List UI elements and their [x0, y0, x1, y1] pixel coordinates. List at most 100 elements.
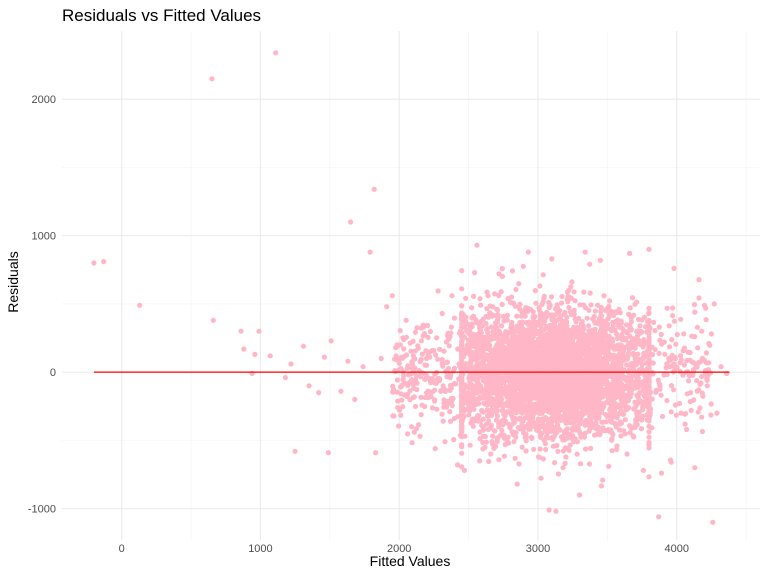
- data-point: [656, 350, 662, 356]
- data-point: [523, 359, 530, 365]
- data-point: [509, 333, 515, 339]
- data-point: [460, 347, 466, 354]
- data-point: [565, 446, 571, 452]
- data-point: [496, 292, 502, 299]
- data-point: [623, 322, 630, 328]
- data-point: [695, 409, 701, 415]
- data-point: [499, 338, 505, 344]
- data-point: [628, 373, 634, 379]
- data-point: [460, 387, 467, 393]
- data-point: [652, 346, 658, 353]
- data-point: [611, 402, 617, 408]
- data-point: [409, 424, 415, 430]
- data-point: [500, 377, 506, 383]
- data-point: [552, 424, 558, 431]
- data-point: [533, 300, 539, 306]
- data-point: [389, 293, 395, 299]
- data-point: [483, 439, 489, 445]
- data-point: [479, 422, 485, 429]
- data-point: [480, 439, 486, 445]
- data-point: [589, 362, 595, 368]
- data-point: [657, 337, 663, 343]
- data-point: [632, 342, 638, 348]
- data-point: [598, 332, 604, 338]
- data-point: [474, 385, 480, 391]
- data-point: [492, 401, 498, 407]
- data-point: [474, 415, 480, 421]
- data-point: [687, 357, 693, 363]
- data-point: [586, 428, 592, 434]
- data-point: [405, 391, 411, 397]
- data-point: [505, 408, 511, 415]
- data-point: [209, 76, 215, 82]
- data-point: [494, 355, 500, 361]
- data-point: [574, 451, 580, 457]
- data-point: [401, 346, 407, 352]
- data-point: [705, 367, 712, 373]
- data-point: [348, 219, 354, 225]
- x-axis-title: Fitted Values: [370, 553, 451, 569]
- data-point: [618, 320, 625, 326]
- data-point: [477, 436, 483, 442]
- data-point: [694, 378, 700, 384]
- data-point: [635, 401, 641, 407]
- data-point: [397, 328, 403, 334]
- data-point: [658, 331, 664, 338]
- data-point: [530, 367, 536, 373]
- data-point: [562, 437, 568, 443]
- data-point: [434, 406, 440, 412]
- data-point: [499, 266, 505, 272]
- data-point: [541, 382, 547, 388]
- data-point: [594, 376, 601, 382]
- data-point: [587, 400, 593, 406]
- data-point: [447, 418, 454, 424]
- data-point: [469, 315, 475, 321]
- data-point: [489, 396, 496, 402]
- data-point: [498, 289, 504, 295]
- x-tick-label: 2000: [387, 543, 411, 555]
- data-point: [596, 414, 602, 421]
- data-point: [637, 323, 643, 329]
- data-point: [561, 330, 567, 336]
- data-point: [472, 402, 478, 408]
- data-point: [549, 382, 555, 388]
- data-point: [465, 390, 471, 396]
- data-point: [645, 394, 651, 400]
- data-point: [628, 315, 634, 321]
- data-point: [710, 519, 716, 525]
- data-point: [511, 403, 517, 409]
- data-point: [541, 416, 547, 422]
- data-point: [422, 362, 428, 368]
- data-point: [482, 377, 488, 384]
- data-point: [439, 310, 445, 317]
- data-point: [547, 426, 553, 432]
- data-point: [252, 351, 258, 357]
- data-point: [495, 363, 501, 369]
- data-point: [563, 325, 569, 332]
- data-point: [529, 354, 535, 360]
- data-point: [456, 361, 462, 367]
- data-point: [572, 414, 578, 420]
- data-point: [507, 374, 513, 380]
- data-point: [532, 313, 538, 320]
- data-point: [535, 390, 542, 396]
- data-point: [418, 394, 424, 400]
- data-point: [549, 355, 555, 361]
- data-point: [535, 328, 542, 334]
- data-point: [703, 350, 710, 356]
- data-point: [691, 302, 698, 308]
- y-tick-label: 2000: [32, 94, 56, 106]
- data-point: [419, 351, 425, 357]
- data-point: [598, 483, 605, 489]
- data-point: [484, 355, 490, 361]
- data-point: [699, 390, 705, 396]
- data-point: [547, 367, 553, 373]
- data-point: [506, 396, 512, 402]
- data-point: [546, 299, 552, 306]
- data-point: [512, 341, 518, 347]
- data-point: [677, 353, 684, 359]
- data-point: [504, 401, 510, 407]
- data-point: [459, 268, 465, 274]
